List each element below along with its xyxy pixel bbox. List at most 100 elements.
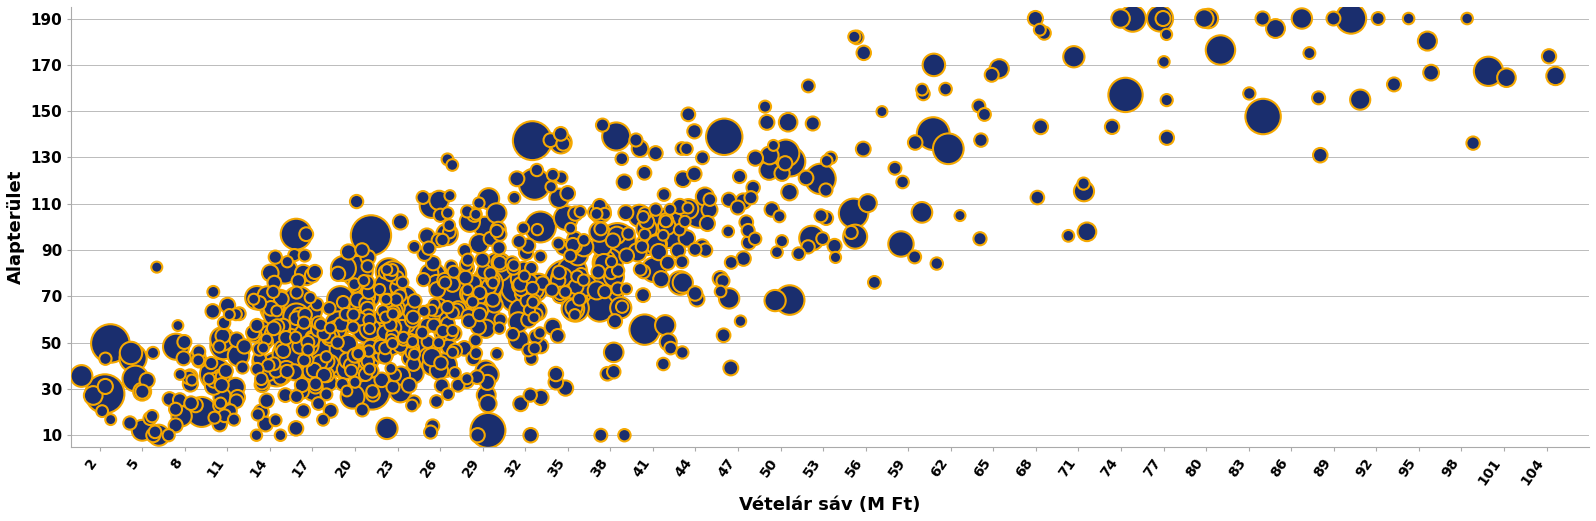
Point bbox=[230, 363, 255, 371]
Point bbox=[260, 288, 286, 296]
Point bbox=[1381, 80, 1406, 89]
Point bbox=[506, 336, 531, 344]
Point bbox=[247, 345, 273, 353]
Point bbox=[263, 334, 289, 342]
Point bbox=[290, 318, 316, 327]
Point bbox=[675, 205, 701, 213]
Point bbox=[605, 284, 630, 293]
Point bbox=[385, 283, 410, 291]
Point bbox=[452, 344, 477, 353]
Point bbox=[1414, 37, 1440, 45]
Point bbox=[388, 341, 413, 350]
Point bbox=[295, 345, 321, 354]
Point bbox=[464, 431, 490, 439]
Point bbox=[290, 269, 316, 277]
Point bbox=[726, 172, 752, 181]
Point bbox=[769, 169, 795, 178]
Point bbox=[417, 269, 442, 278]
Point bbox=[332, 355, 358, 363]
Point bbox=[310, 416, 335, 424]
Point bbox=[223, 336, 249, 344]
Point bbox=[547, 292, 573, 300]
Point bbox=[273, 366, 298, 374]
Point bbox=[294, 356, 319, 364]
Point bbox=[284, 313, 310, 321]
Point bbox=[512, 272, 538, 280]
Point bbox=[1347, 95, 1373, 104]
Point bbox=[380, 331, 405, 340]
Point bbox=[841, 33, 867, 41]
Point bbox=[565, 272, 591, 281]
Point bbox=[429, 236, 455, 244]
Point bbox=[568, 207, 594, 216]
Point bbox=[207, 401, 233, 410]
Point bbox=[455, 286, 480, 294]
Point bbox=[776, 118, 801, 127]
Point bbox=[471, 267, 496, 276]
Point bbox=[651, 360, 677, 368]
Point bbox=[401, 398, 426, 406]
Point bbox=[670, 348, 696, 356]
Point bbox=[1154, 96, 1179, 104]
Point bbox=[324, 326, 350, 334]
Point bbox=[1494, 73, 1519, 82]
Point bbox=[822, 253, 847, 262]
Point bbox=[358, 325, 383, 333]
Point bbox=[399, 348, 425, 356]
Point bbox=[932, 85, 958, 93]
Point bbox=[1460, 139, 1486, 147]
Point bbox=[522, 344, 547, 353]
Point bbox=[340, 323, 365, 331]
Point bbox=[369, 343, 394, 351]
Point bbox=[611, 178, 637, 187]
Point bbox=[401, 313, 426, 321]
Point bbox=[627, 212, 653, 220]
Point bbox=[346, 349, 372, 357]
Point bbox=[445, 288, 471, 296]
Point bbox=[476, 282, 501, 291]
Point bbox=[463, 349, 488, 357]
Point bbox=[342, 280, 367, 288]
Point bbox=[571, 243, 597, 251]
Point bbox=[742, 234, 768, 243]
Point bbox=[629, 242, 654, 251]
Point bbox=[381, 306, 407, 315]
Point bbox=[292, 311, 318, 319]
Point bbox=[552, 384, 578, 392]
Point bbox=[472, 367, 498, 375]
Point bbox=[466, 240, 492, 248]
Point bbox=[635, 240, 661, 249]
Point bbox=[348, 308, 373, 317]
Point bbox=[287, 342, 313, 351]
Point bbox=[452, 246, 477, 255]
Point bbox=[559, 224, 584, 232]
Point bbox=[516, 346, 541, 354]
Point bbox=[354, 357, 380, 366]
Point bbox=[198, 359, 223, 367]
Point bbox=[345, 350, 370, 358]
Point bbox=[736, 226, 761, 234]
Point bbox=[214, 367, 239, 375]
Point bbox=[290, 407, 316, 415]
Point bbox=[436, 319, 461, 328]
Point bbox=[624, 248, 650, 256]
Point bbox=[399, 316, 425, 324]
Point bbox=[468, 289, 493, 297]
Point bbox=[819, 154, 844, 162]
Point bbox=[271, 347, 297, 355]
Point bbox=[271, 267, 297, 275]
Point bbox=[517, 391, 543, 399]
Point bbox=[117, 419, 142, 427]
Point bbox=[270, 321, 295, 330]
Point bbox=[284, 230, 310, 238]
Point bbox=[284, 314, 310, 322]
Point bbox=[883, 164, 908, 172]
Point bbox=[255, 329, 281, 338]
Point bbox=[560, 241, 586, 249]
Point bbox=[410, 328, 436, 337]
Point bbox=[592, 286, 618, 294]
Point bbox=[440, 309, 466, 317]
Point bbox=[630, 213, 656, 221]
Point bbox=[252, 420, 278, 428]
Point bbox=[539, 171, 565, 179]
